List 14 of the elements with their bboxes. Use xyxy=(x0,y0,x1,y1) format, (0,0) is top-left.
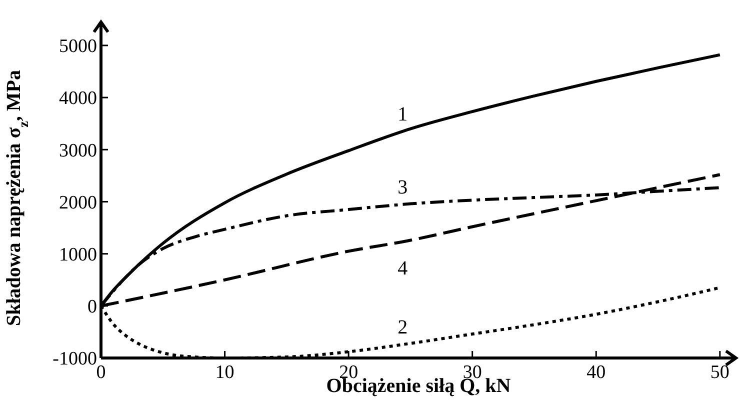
y-tick-label: -1000 xyxy=(52,348,97,370)
y-tick-label: 5000 xyxy=(59,36,97,58)
y-tick-label: 0 xyxy=(88,296,97,318)
y-tick-label: 1000 xyxy=(59,244,97,266)
series-label: 4 xyxy=(398,258,408,280)
x-tick-label: 10 xyxy=(215,362,234,383)
x-tick-label: 50 xyxy=(710,362,730,383)
series-label: 2 xyxy=(398,316,408,338)
series-label: 1 xyxy=(398,104,408,126)
x-tick-label: 40 xyxy=(586,362,606,383)
y-tick-label: 4000 xyxy=(59,88,97,110)
series-label: 3 xyxy=(398,176,408,199)
y-tick-label: 2000 xyxy=(59,192,97,214)
y-tick-label: 3000 xyxy=(59,140,97,162)
